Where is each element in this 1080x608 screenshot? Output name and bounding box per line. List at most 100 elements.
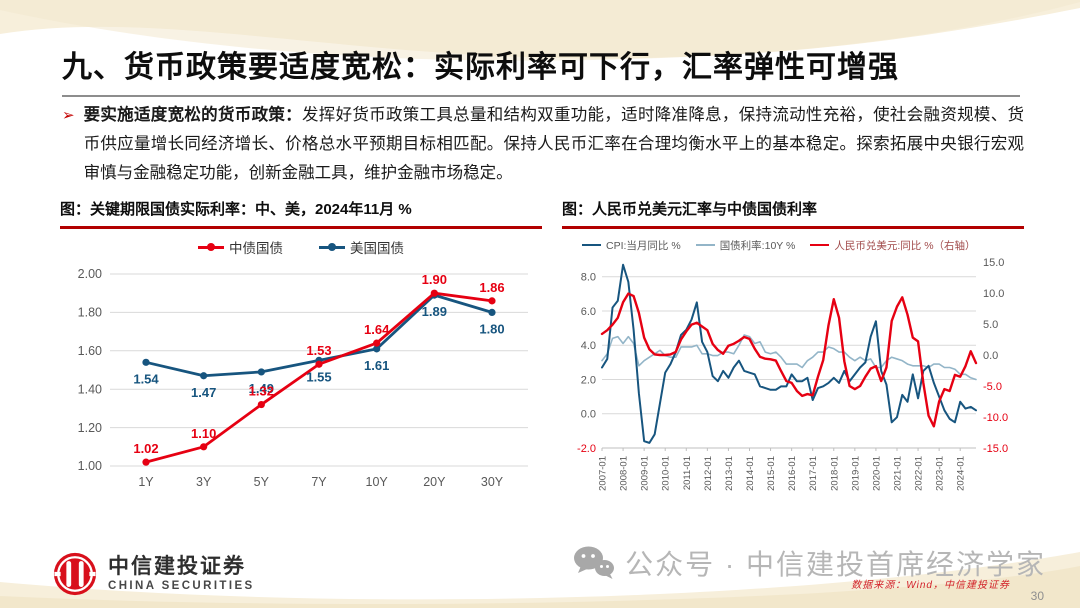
legend-line-swatch	[695, 243, 715, 247]
svg-text:2020-01: 2020-01	[871, 456, 882, 491]
chart-panel-real-rates: 图：关键期限国债实际利率：中、美，2024年11月 % 中债国债 美国国债 1.0…	[60, 198, 542, 515]
legend-left: 中债国债 美国国债	[60, 238, 542, 256]
svg-text:0.0: 0.0	[581, 409, 596, 421]
china-securities-logo-icon	[53, 552, 97, 596]
svg-text:2.00: 2.00	[78, 267, 102, 281]
svg-text:1Y: 1Y	[138, 475, 154, 489]
legend-item: 国债利率:10Y %	[695, 238, 796, 253]
svg-text:5.0: 5.0	[983, 319, 998, 331]
svg-text:1.40: 1.40	[78, 382, 102, 396]
legend-line-swatch	[582, 243, 601, 247]
intro-text: 要实施适度宽松的货币政策：发挥好货币政策工具总量和结构双重功能，适时降准降息，保…	[84, 101, 1024, 188]
svg-text:1.02: 1.02	[133, 441, 158, 456]
svg-text:2022-01: 2022-01	[914, 456, 925, 491]
legend-item: 美国国债	[319, 237, 404, 257]
svg-text:1.55: 1.55	[306, 369, 331, 384]
svg-text:2009-01: 2009-01	[640, 456, 651, 491]
svg-text:-5.0: -5.0	[983, 381, 1002, 393]
legend-label: CPI:当月同比 %	[606, 239, 681, 252]
legend-label: 人民币兑美元:同比 %（右轴）	[834, 239, 976, 252]
svg-text:15.0: 15.0	[983, 257, 1004, 269]
svg-text:-15.0: -15.0	[983, 443, 1008, 455]
svg-text:0.0: 0.0	[983, 350, 998, 362]
svg-text:1.20: 1.20	[78, 421, 102, 435]
svg-text:1.47: 1.47	[191, 385, 216, 400]
svg-text:1.54: 1.54	[133, 371, 159, 386]
chart-title-left: 图：关键期限国债实际利率：中、美，2024年11月 %	[60, 201, 412, 218]
svg-text:10Y: 10Y	[366, 475, 389, 489]
bullet-arrow-icon: ➢	[62, 107, 75, 124]
svg-text:1.89: 1.89	[422, 304, 447, 319]
svg-text:1.53: 1.53	[306, 343, 331, 358]
svg-text:2024-01: 2024-01	[956, 456, 967, 491]
svg-text:1.61: 1.61	[364, 358, 389, 373]
svg-text:2007-01: 2007-01	[598, 456, 609, 491]
brand-name-cn: 中信建投证券	[108, 554, 246, 578]
legend-label: 中债国债	[229, 241, 283, 256]
svg-text:1.80: 1.80	[479, 321, 504, 336]
svg-text:2008-01: 2008-01	[619, 456, 630, 491]
svg-text:7Y: 7Y	[311, 475, 327, 489]
legend-item: 中债国债	[198, 237, 283, 257]
source-note: 数据来源：Wind，中信建投证券	[851, 580, 1010, 591]
svg-text:30Y: 30Y	[481, 475, 504, 489]
header: 九、货币政策要适度宽松：实际利率可下行，汇率弹性可增强	[62, 42, 1020, 97]
intro-paragraph: ➢ 要实施适度宽松的货币政策：发挥好货币政策工具总量和结构双重功能，适时降准降息…	[62, 101, 1024, 188]
svg-text:2017-01: 2017-01	[808, 456, 819, 491]
legend-dot	[328, 243, 336, 251]
chart-title-right: 图：人民币兑美元汇率与中债国债利率	[562, 201, 818, 218]
legend-item: 人民币兑美元:同比 %（右轴）	[810, 238, 976, 253]
svg-text:10.0: 10.0	[983, 288, 1004, 300]
svg-text:1.80: 1.80	[78, 306, 102, 320]
svg-text:1.60: 1.60	[78, 344, 102, 358]
svg-text:2.0: 2.0	[581, 374, 596, 386]
svg-text:4.0: 4.0	[581, 340, 596, 352]
svg-text:1.64: 1.64	[364, 322, 390, 337]
svg-text:3Y: 3Y	[196, 475, 212, 489]
svg-text:-10.0: -10.0	[983, 412, 1008, 424]
svg-text:2015-01: 2015-01	[766, 456, 777, 491]
svg-text:2016-01: 2016-01	[787, 456, 798, 491]
legend-label: 国债利率:10Y %	[719, 239, 796, 252]
brand-name-en: CHINA SECURITIES	[108, 579, 255, 592]
chart-title-rule-left	[60, 226, 542, 229]
brand-text: 中信建投证券 CHINA SECURITIES	[108, 556, 255, 593]
svg-text:2021-01: 2021-01	[892, 456, 903, 491]
page-title: 九、货币政策要适度宽松：实际利率可下行，汇率弹性可增强	[62, 51, 899, 84]
chart-panel-fx-cpi: 图：人民币兑美元汇率与中债国债利率 CPI:当月同比 % 国债利率:10Y % 人民…	[562, 198, 1024, 515]
svg-text:20Y: 20Y	[423, 475, 446, 489]
chart-title-rule-right	[562, 226, 1024, 229]
chart-real-rates: 1.00 1.20 1.40 1.60 1.80 2.00 1Y 3Y 5Y 7Y 10Y 20Y 30…	[60, 256, 542, 499]
svg-text:2023-01: 2023-01	[935, 456, 946, 491]
page-number: 30	[1030, 589, 1044, 603]
svg-text:-2.0: -2.0	[577, 443, 596, 455]
legend-line-swatch	[198, 243, 224, 251]
svg-text:2010-01: 2010-01	[661, 456, 672, 491]
legend-dot	[207, 243, 215, 251]
legend-line-swatch	[319, 243, 345, 251]
svg-text:1.32: 1.32	[249, 384, 274, 399]
svg-text:2012-01: 2012-01	[703, 456, 714, 491]
legend-right: CPI:当月同比 % 国债利率:10Y % 人民币兑美元:同比 %（右轴）	[582, 238, 1024, 252]
intro-body: 发挥好货币政策工具总量和结构双重功能，适时降准降息，保持流动性充裕，使社会融资规…	[83, 106, 1025, 182]
svg-text:1.90: 1.90	[422, 272, 447, 287]
svg-text:5Y: 5Y	[254, 475, 270, 489]
company-logo: 中信建投证券 CHINA SECURITIES	[52, 551, 255, 597]
svg-text:2013-01: 2013-01	[724, 456, 735, 491]
svg-text:1.86: 1.86	[479, 280, 504, 295]
charts-row: 图：关键期限国债实际利率：中、美，2024年11月 % 中债国债 美国国债 1.0…	[60, 198, 1024, 515]
svg-text:2014-01: 2014-01	[745, 456, 756, 491]
legend-item: CPI:当月同比 %	[582, 238, 681, 253]
wechat-banner: 公众号 · 中信建投首席经济学家	[573, 543, 1046, 583]
legend-label: 美国国债	[350, 241, 404, 256]
svg-text:2011-01: 2011-01	[682, 456, 693, 490]
svg-text:2018-01: 2018-01	[829, 456, 840, 491]
svg-text:1.49: 1.49	[249, 381, 274, 396]
wechat-caption: 公众号 · 中信建投首席经济学家	[625, 549, 1046, 580]
svg-text:1.00: 1.00	[78, 459, 102, 473]
chart-fx-cpi: 8.0 6.0 4.0 2.0 0.0 -2.0 15.0 10.0 5.0 0.0 -5.0 -10…	[562, 252, 1024, 515]
svg-text:1.10: 1.10	[191, 426, 216, 441]
intro-lead: 要实施适度宽松的货币政策：	[83, 106, 302, 124]
svg-text:8.0: 8.0	[581, 272, 596, 284]
